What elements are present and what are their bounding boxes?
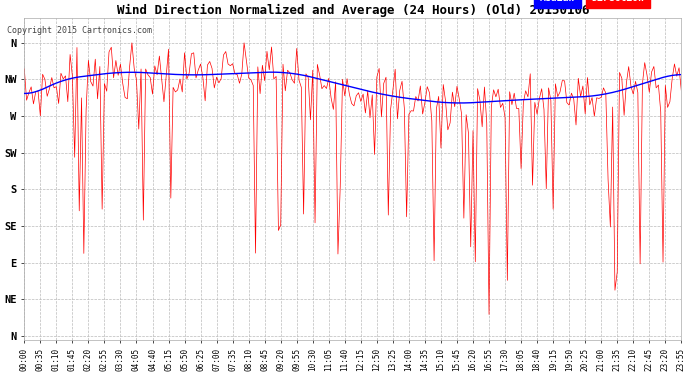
Title: Wind Direction Normalized and Average (24 Hours) (Old) 20150106: Wind Direction Normalized and Average (2… (117, 4, 589, 17)
Text: Copyright 2015 Cartronics.com: Copyright 2015 Cartronics.com (7, 26, 152, 35)
Text: Median: Median (540, 0, 575, 3)
Text: Direction: Direction (591, 0, 644, 3)
